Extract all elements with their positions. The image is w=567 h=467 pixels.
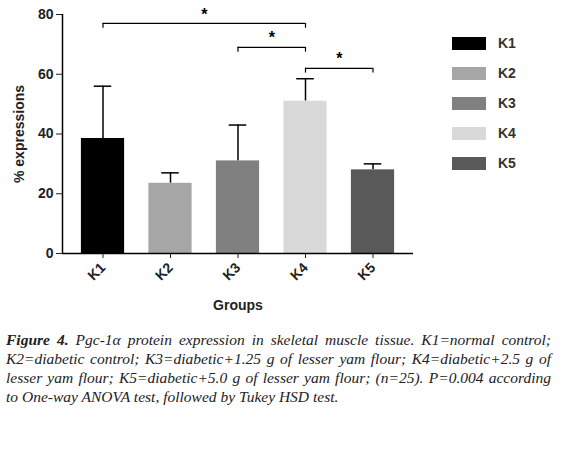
svg-text:60: 60	[38, 66, 54, 82]
html-text:K1: K1	[498, 35, 516, 51]
svg-text:0: 0	[46, 245, 54, 261]
svg-text:K5: K5	[354, 259, 378, 283]
svg-text:80: 80	[38, 6, 54, 22]
html-text:Figure 4. Pgc-1α protein expre: Figure 4. Pgc-1α protein expression in s…	[6, 331, 551, 405]
html-text:K3: K3	[498, 95, 516, 111]
html-text:K4: K4	[498, 125, 516, 141]
svg-text:Groups: Groups	[213, 297, 263, 313]
svg-text:K3: K3	[219, 259, 243, 283]
html-text:K2: K2	[498, 65, 516, 81]
svg-text:*: *	[201, 6, 208, 23]
svg-text:K2: K2	[152, 259, 176, 283]
svg-text:K1: K1	[84, 259, 108, 283]
svg-text:*: *	[269, 29, 276, 46]
svg-text:40: 40	[38, 125, 54, 141]
svg-text:K4: K4	[287, 259, 311, 283]
svg-text:*: *	[336, 50, 343, 67]
html-text:K5: K5	[498, 155, 516, 171]
svg-text:20: 20	[38, 185, 54, 201]
svg-text:% expressions: % expressions	[11, 85, 27, 183]
